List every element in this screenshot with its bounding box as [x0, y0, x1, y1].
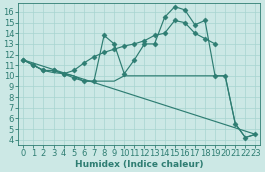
- X-axis label: Humidex (Indice chaleur): Humidex (Indice chaleur): [75, 159, 204, 169]
